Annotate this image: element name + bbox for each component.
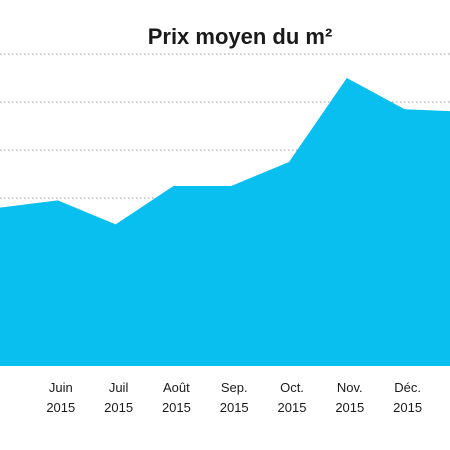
x-axis-ticks: Juin 2015 Juil 2015 Août 2015 Sep. 2015 Oct. 2015… bbox=[46, 380, 422, 415]
x-tick-label-line: Sep. bbox=[221, 380, 248, 395]
x-tick-label-line: 2015 bbox=[104, 400, 133, 415]
x-tick-label-line: 2015 bbox=[393, 400, 422, 415]
x-tick-label-2: Août 2015 bbox=[162, 380, 191, 415]
x-tick-label-line: Déc. bbox=[394, 380, 421, 395]
x-tick-label-line: Août bbox=[163, 380, 190, 395]
x-tick-label-line: Oct. bbox=[280, 380, 304, 395]
x-tick-label-1: Juil 2015 bbox=[104, 380, 133, 415]
chart-title: Prix moyen du m² bbox=[148, 24, 333, 49]
x-tick-label-line: Juin bbox=[49, 380, 73, 395]
x-tick-label-line: 2015 bbox=[335, 400, 364, 415]
x-tick-label-line: Nov. bbox=[337, 380, 363, 395]
x-tick-label-line: 2015 bbox=[278, 400, 307, 415]
area-series bbox=[0, 78, 450, 366]
area-fill bbox=[0, 78, 450, 366]
x-tick-label-3: Sep. 2015 bbox=[220, 380, 249, 415]
x-tick-label-line: 2015 bbox=[162, 400, 191, 415]
x-tick-label-line: Juil bbox=[109, 380, 129, 395]
x-tick-label-5: Nov. 2015 bbox=[335, 380, 364, 415]
x-tick-label-line: 2015 bbox=[46, 400, 75, 415]
x-tick-label-line: 2015 bbox=[220, 400, 249, 415]
x-tick-label-6: Déc. 2015 bbox=[393, 380, 422, 415]
x-tick-label-4: Oct. 2015 bbox=[278, 380, 307, 415]
x-tick-label-0: Juin 2015 bbox=[46, 380, 75, 415]
